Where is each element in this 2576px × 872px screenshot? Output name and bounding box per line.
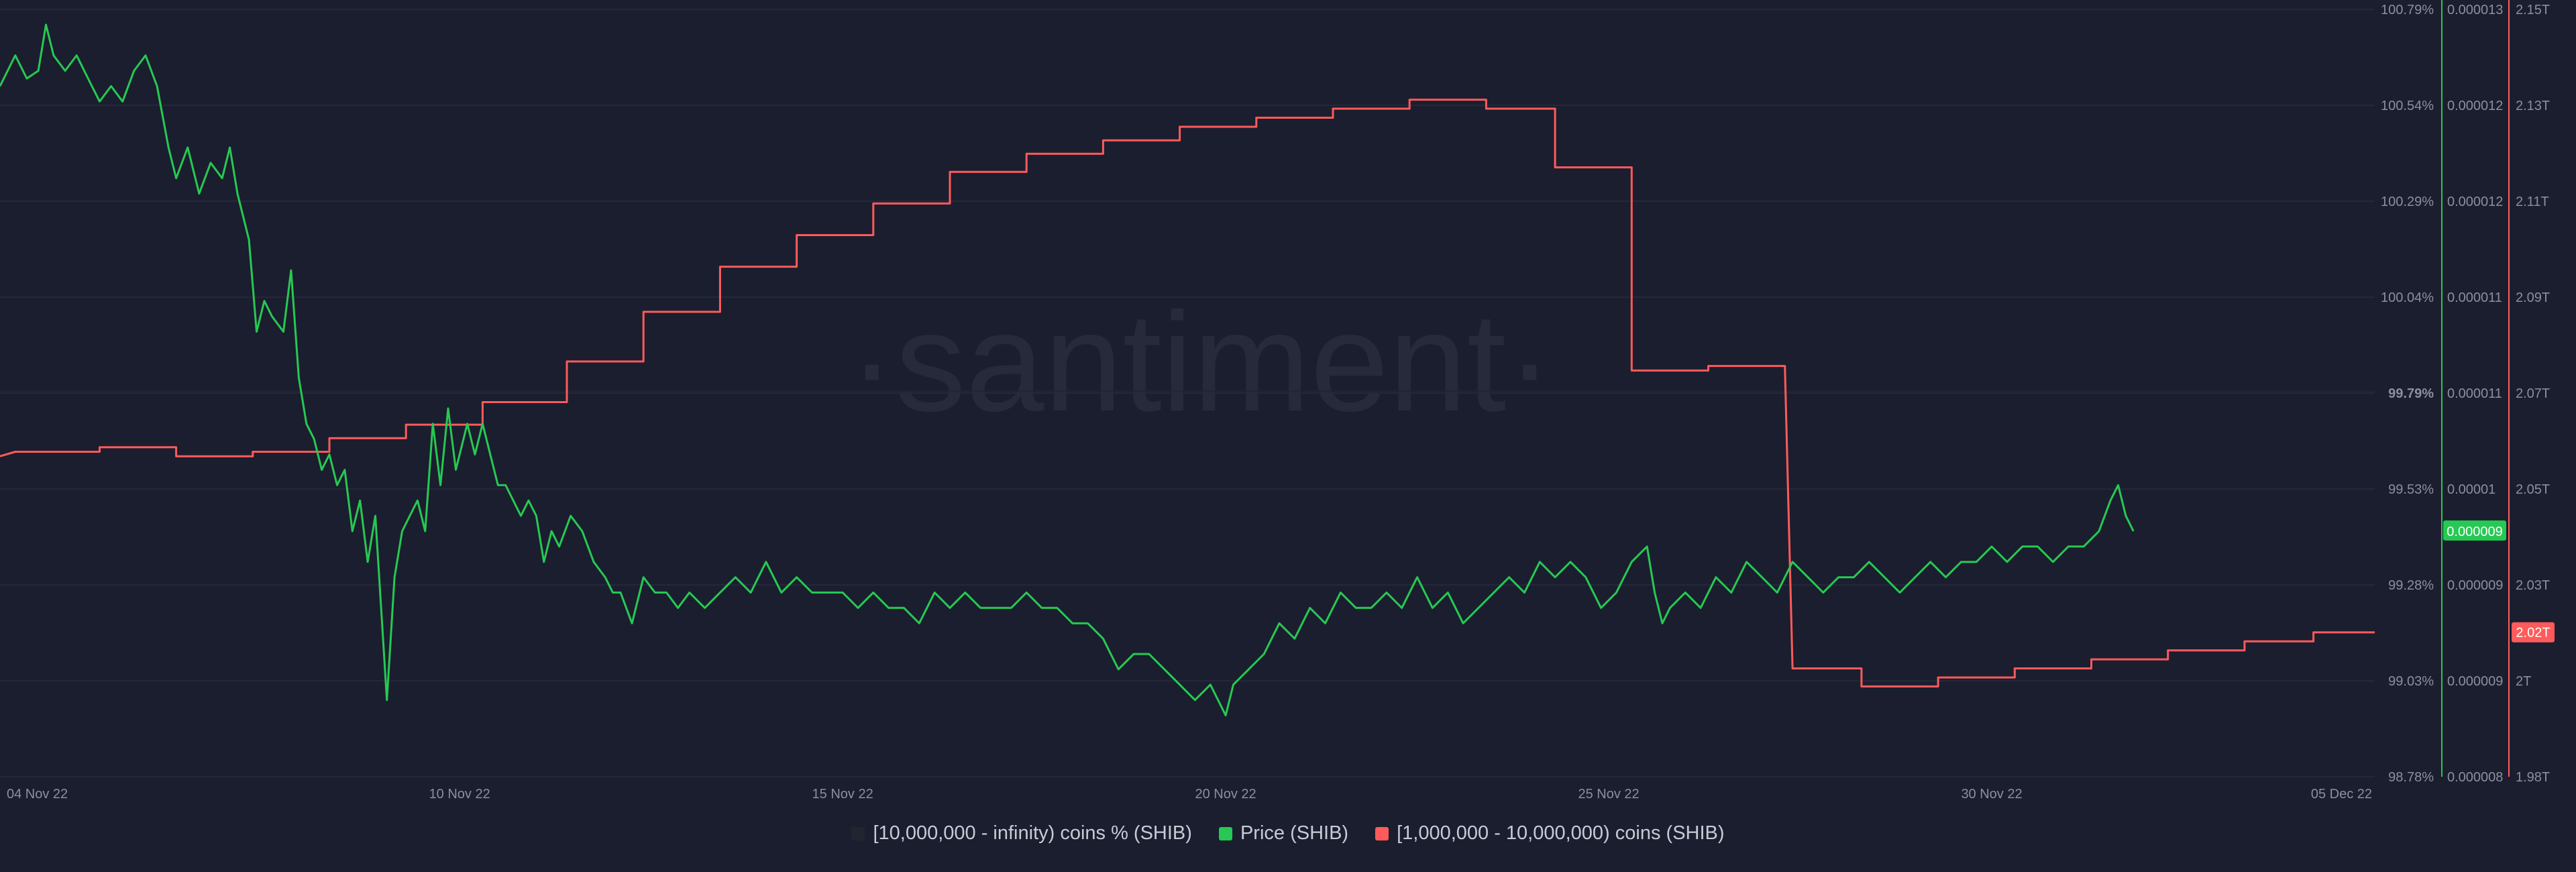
holders-tick-label: 2T [2516,674,2531,689]
x-tick-label: 04 Nov 22 [7,787,68,802]
price-tick-label: 0.000011 [2447,290,2502,305]
series-holders-line [0,99,2375,688]
series-price-line [0,23,2135,716]
legend-swatch-holders [1375,826,1389,840]
santiment-watermark: ·santiment· [849,283,1553,441]
price-current-label: 0.000009 [2447,525,2502,539]
legend-label-percent: [10,000,000 - infinity) coins % (SHIB) [873,822,1192,844]
grid-lines [0,9,2375,777]
price-tick-label: 0.00001 [2447,482,2496,497]
price-tick-label: 0.000012 [2447,99,2503,113]
price-tick-label: 0.000009 [2447,674,2503,689]
legend-label-price: Price (SHIB) [1240,822,1349,844]
price-tick-label: 0.000011 [2447,386,2502,401]
legend-swatch-price [1218,826,1232,840]
holders-axis: 2.15T 2.13T 2.11T 2.09T 2.07T 2.05T 2.03T 2T 1.9… [2508,0,2555,785]
legend-item-percent[interactable]: [10,000,000 - infinity) coins % (SHIB) [851,822,1192,844]
x-tick-label: 25 Nov 22 [1578,787,1639,802]
percent-tick-label: 99.79% [2388,386,2434,401]
series-line-price [0,23,2135,716]
holders-current-label: 2.02T [2516,626,2550,641]
percent-tick-label: 100.29% [2381,195,2434,209]
holders-current-tag [2512,622,2555,643]
legend-item-holders[interactable]: [1,000,000 - 10,000,000) coins (SHIB) [1375,822,1725,844]
x-tick-label: 10 Nov 22 [429,787,490,802]
legend: [10,000,000 - infinity) coins % (SHIB) P… [0,822,2576,844]
legend-swatch-percent [851,826,865,840]
percent-tick-label: 99.03% [2388,674,2434,689]
holders-tick-label: 2.11T [2516,195,2549,209]
price-tick-label: 0.000009 [2447,578,2503,593]
x-axis: 04 Nov 22 10 Nov 22 15 Nov 22 20 Nov 22 25 N… [7,787,2372,802]
x-tick-label: 05 Dec 22 [2311,787,2372,802]
percent-tick-label: 100.04% [2381,290,2434,305]
holders-tick-label: 2.13T [2516,99,2550,113]
legend-label-holders: [1,000,000 - 10,000,000) coins (SHIB) [1397,822,1725,844]
x-tick-label: 20 Nov 22 [1195,787,1256,802]
price-axis: 0.000013 0.000012 0.000012 0.000011 0.000011… [2441,0,2506,785]
percent-tick-label: 99.28% [2388,578,2434,593]
percent-tick-label: 99.53% [2388,482,2434,497]
holders-tick-label: 1.98T [2516,770,2550,785]
price-tick-label: 0.000012 [2447,195,2503,209]
percent-tick-label: 98.78% [2388,770,2434,785]
price-tick-label: 0.000008 [2447,770,2503,785]
x-tick-label: 30 Nov 22 [1961,787,2022,802]
series-line-holders [0,99,2375,688]
percent-tick-label: 100.79% [2381,3,2434,17]
x-tick-label: 15 Nov 22 [812,787,873,802]
price-current-tag [2443,520,2506,541]
legend-item-price[interactable]: Price (SHIB) [1218,822,1349,844]
percent-axis: 100.79% 100.54% 100.29% 100.04% 99.79% 99.53%… [2381,3,2434,785]
holders-tick-label: 2.09T [2516,290,2550,305]
price-tick-label: 0.000013 [2447,3,2503,17]
holders-tick-label: 2.07T [2516,386,2550,401]
holders-tick-label: 2.05T [2516,482,2550,497]
holders-tick-label: 2.15T [2516,3,2550,17]
holders-tick-label: 2.03T [2516,578,2550,593]
percent-tick-label: 100.54% [2381,99,2434,113]
